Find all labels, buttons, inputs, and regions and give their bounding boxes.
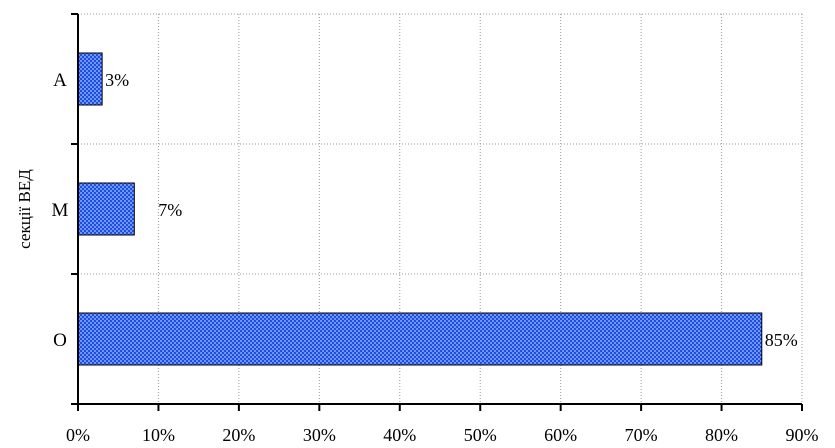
category-label: O [53, 330, 67, 351]
x-tick-label: 20% [222, 425, 255, 445]
data-label: 7% [158, 200, 182, 220]
x-tick-label: 80% [705, 425, 738, 445]
bar [77, 52, 103, 106]
data-label: 3% [105, 70, 129, 90]
category-label: A [53, 70, 67, 91]
x-tick-label: 10% [142, 425, 175, 445]
x-tick-label: 30% [303, 425, 336, 445]
axes [77, 14, 802, 405]
x-tick-label: 40% [383, 425, 416, 445]
bar [77, 182, 135, 236]
y-axis-title: секції ВЕД [15, 169, 34, 249]
x-tick-label: 60% [544, 425, 577, 445]
x-tick-label: 70% [625, 425, 658, 445]
category-label: M [52, 200, 69, 221]
bar [77, 312, 763, 366]
x-tick-label: 50% [464, 425, 497, 445]
ticks [71, 13, 803, 411]
labels: A 3% M 7% O 85% 0% 10% 20% 30% 40% 50% 60% 70% 80% 90% [52, 70, 819, 445]
data-label: 85% [765, 330, 798, 350]
x-tick-label: 90% [786, 425, 819, 445]
x-tick-label: 0% [66, 425, 90, 445]
bars [77, 52, 763, 366]
